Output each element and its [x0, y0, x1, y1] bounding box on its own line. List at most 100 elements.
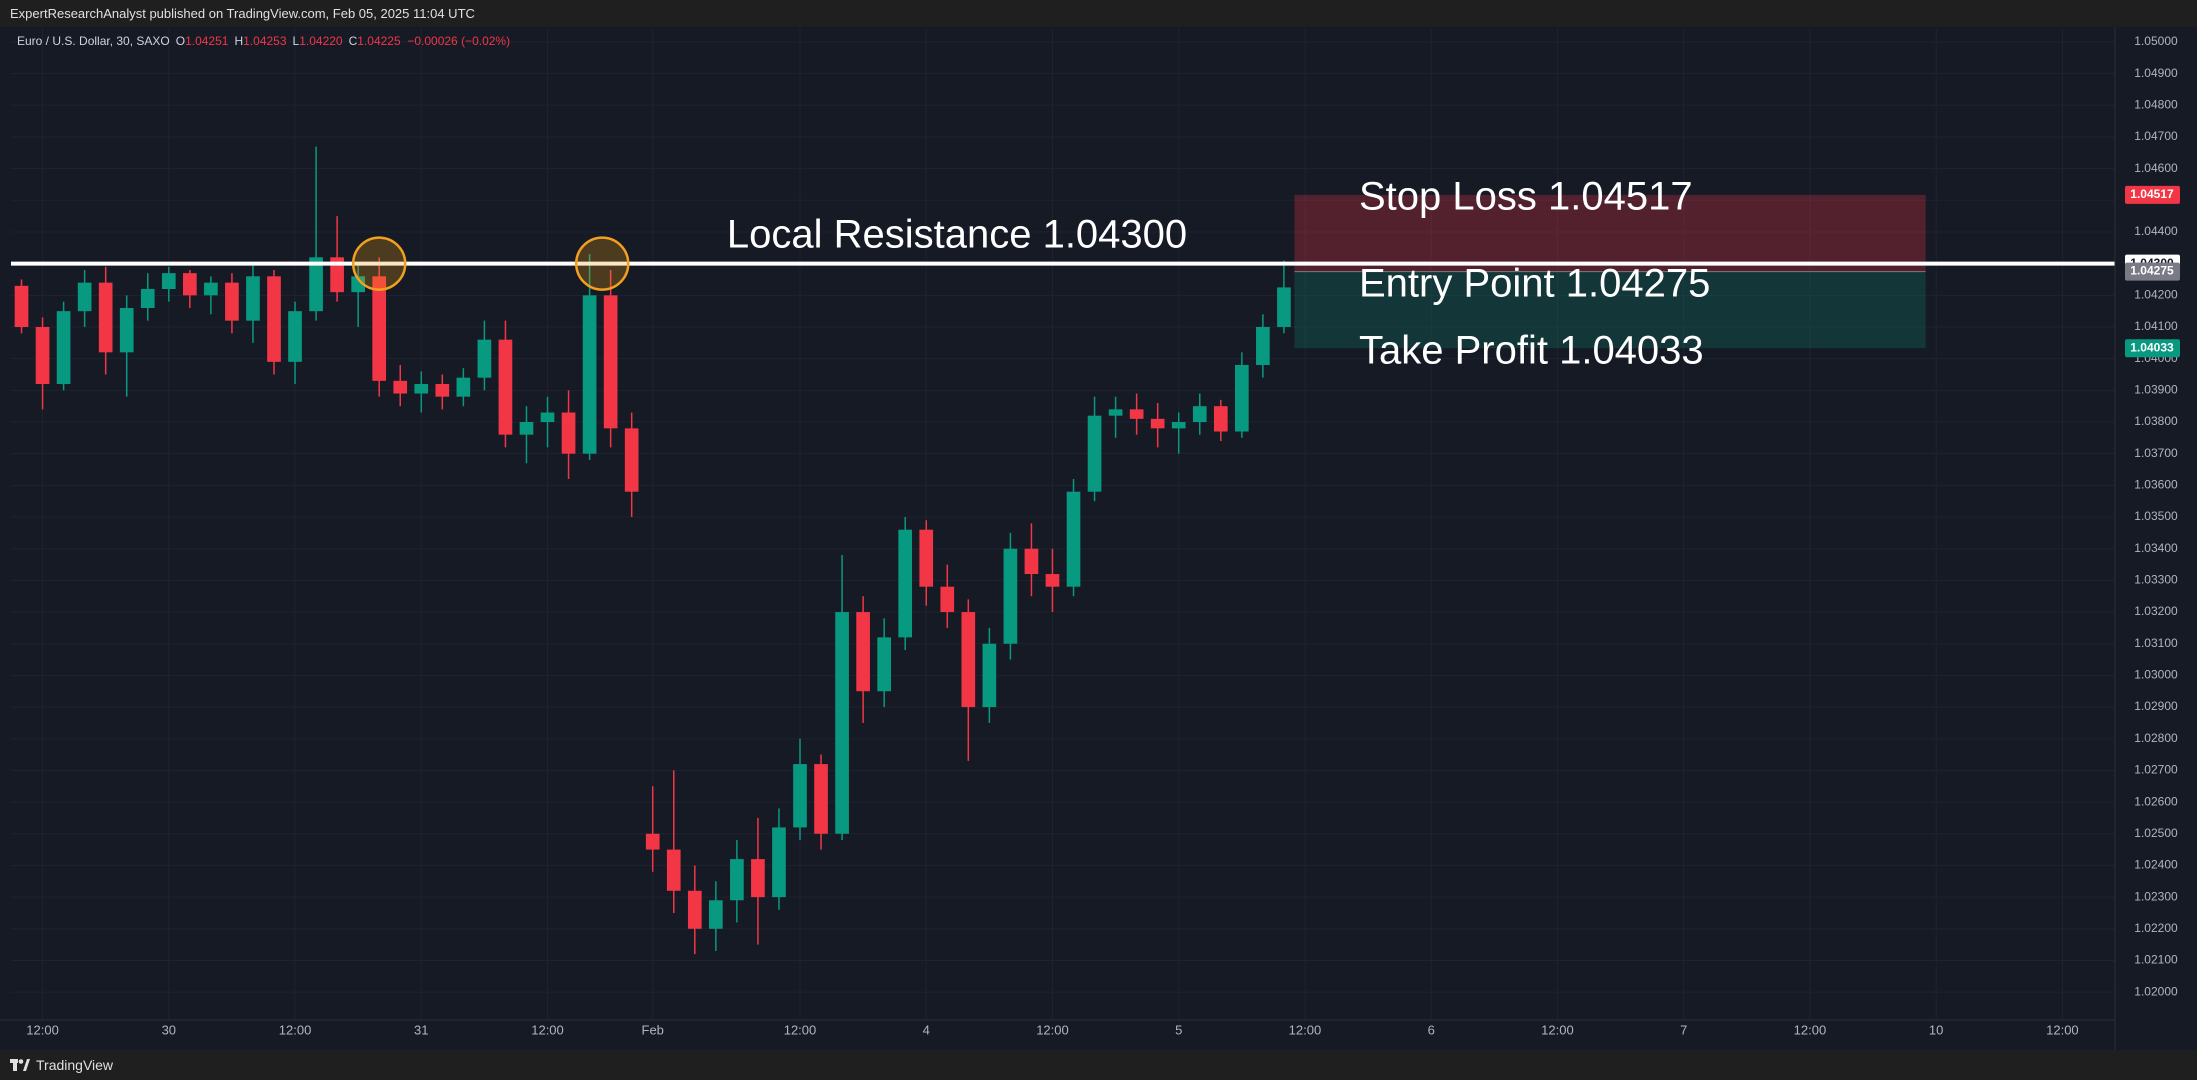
candle-body — [919, 529, 934, 587]
candle-body — [161, 273, 176, 289]
candle-body — [1087, 415, 1102, 492]
candle-body — [351, 276, 365, 293]
y-tick-label: 1.02800 — [2134, 731, 2178, 745]
footer: TradingView — [0, 1050, 2197, 1080]
y-tick-label: 1.03200 — [2134, 604, 2178, 618]
price-label-bg — [2125, 262, 2180, 281]
candle-body — [35, 326, 50, 385]
price-label-bg — [2125, 339, 2180, 358]
x-tick-label: 12:00 — [531, 1022, 564, 1037]
y-tick-label: 1.02300 — [2134, 889, 2178, 903]
candle-body — [225, 282, 239, 321]
candle-body — [519, 422, 534, 435]
candle-body — [940, 586, 955, 613]
x-tick-label: 12:00 — [1794, 1022, 1827, 1037]
candle-body — [687, 890, 702, 929]
candle-body — [877, 637, 891, 692]
y-tick-label: 1.03500 — [2134, 509, 2178, 523]
ohlc-key: C — [348, 34, 358, 48]
publish-bar: ExpertResearchAnalyst published on Tradi… — [0, 0, 2197, 27]
y-tick-label: 1.03600 — [2134, 478, 2178, 492]
candle-body — [56, 311, 71, 385]
candle-body — [561, 412, 576, 454]
candle-body — [288, 311, 302, 362]
price-label: 1.04275 — [2130, 264, 2174, 278]
candle-body — [730, 859, 744, 901]
y-tick-label: 1.04900 — [2134, 66, 2178, 80]
candle-body — [645, 833, 660, 850]
candle-body — [98, 282, 113, 353]
x-tick-label: 30 — [162, 1022, 176, 1037]
candles — [14, 146, 1291, 955]
candle-body — [603, 295, 618, 429]
entry-label: Entry Point 1.04275 — [1359, 262, 1710, 306]
y-tick-label: 1.03000 — [2134, 668, 2178, 682]
candle-body — [1066, 491, 1081, 587]
stop-loss-label: Stop Loss 1.04517 — [1359, 175, 1693, 219]
x-tick-label: 12:00 — [1289, 1022, 1322, 1037]
take-profit-zone — [1294, 271, 1926, 349]
legend: Euro / U.S. Dollar, 30, SAXO O1.04251 H1.0… — [17, 34, 510, 48]
y-tick-label: 1.04200 — [2134, 287, 2178, 301]
y-tick-label: 1.03300 — [2134, 573, 2178, 587]
y-tick-label: 1.02500 — [2134, 826, 2178, 840]
y-tick-label: 1.04600 — [2134, 161, 2178, 175]
ohlc-key: O — [175, 34, 186, 48]
candle-body — [246, 276, 260, 321]
symbol: Euro / U.S. Dollar, 30, SAXO — [17, 34, 170, 48]
price-label: 1.04517 — [2130, 187, 2174, 201]
candle-body — [709, 900, 723, 929]
ohlc-key: H — [234, 34, 244, 48]
candle-body — [77, 282, 92, 312]
y-tick-label: 1.02200 — [2134, 921, 2178, 935]
candle-body — [204, 282, 218, 296]
y-tick-label: 1.03900 — [2134, 383, 2178, 397]
brand: TradingView — [36, 1057, 114, 1073]
candle-body — [1024, 548, 1039, 575]
x-tick-label: 31 — [414, 1022, 428, 1037]
candle-body — [835, 612, 849, 834]
candle-body — [1256, 326, 1270, 366]
candle-body — [898, 529, 913, 638]
candle-body — [119, 307, 134, 353]
overlay — [11, 236, 2115, 291]
x-tick-label: 12:00 — [784, 1022, 817, 1037]
candle-body — [814, 764, 828, 834]
x-tick-label: 12:00 — [279, 1022, 312, 1037]
x-tick-label: 10 — [1929, 1022, 1943, 1037]
take-profit-label: Take Profit 1.04033 — [1359, 329, 1704, 373]
candle-body — [856, 612, 870, 692]
logo — [10, 1059, 30, 1071]
chart: 1.02000 1.02100 1.02200 1.02300 1.02400 1.025… — [0, 27, 2197, 1050]
y-tick-label: 1.03400 — [2134, 541, 2178, 555]
y-tick-label: 1.04700 — [2134, 129, 2178, 143]
x-tick-label: 7 — [1680, 1022, 1687, 1037]
ohlc-key: L — [292, 34, 300, 48]
candle-body — [1235, 365, 1249, 432]
chart-bg — [0, 27, 2197, 1050]
candle-body — [1150, 418, 1165, 429]
candle-body — [456, 377, 471, 397]
y-tick-label: 1.02900 — [2134, 699, 2178, 713]
ohlc-value: 1.04225 — [357, 34, 401, 48]
candle-body — [183, 273, 197, 296]
y-tick-label: 1.05000 — [2134, 34, 2178, 48]
candle-body — [1003, 548, 1018, 644]
candle-body — [330, 257, 344, 293]
y-tick-label: 1.03700 — [2134, 446, 2178, 460]
candle-body — [1171, 422, 1186, 429]
candle-body — [267, 276, 281, 362]
candle-body — [1213, 406, 1228, 432]
price-label: 1.04033 — [2130, 340, 2174, 354]
candle-body — [372, 276, 387, 381]
x-tick-label: Feb — [642, 1022, 664, 1037]
candle-body — [309, 257, 323, 312]
touch-marker — [351, 236, 407, 291]
x-tick-label: 12:00 — [1541, 1022, 1574, 1037]
y-tick-label: 1.02700 — [2134, 763, 2178, 777]
price-label-bg — [2125, 185, 2180, 204]
y-tick-label: 1.02100 — [2134, 953, 2178, 967]
candle-body — [140, 288, 155, 308]
candle-body — [1108, 409, 1123, 416]
